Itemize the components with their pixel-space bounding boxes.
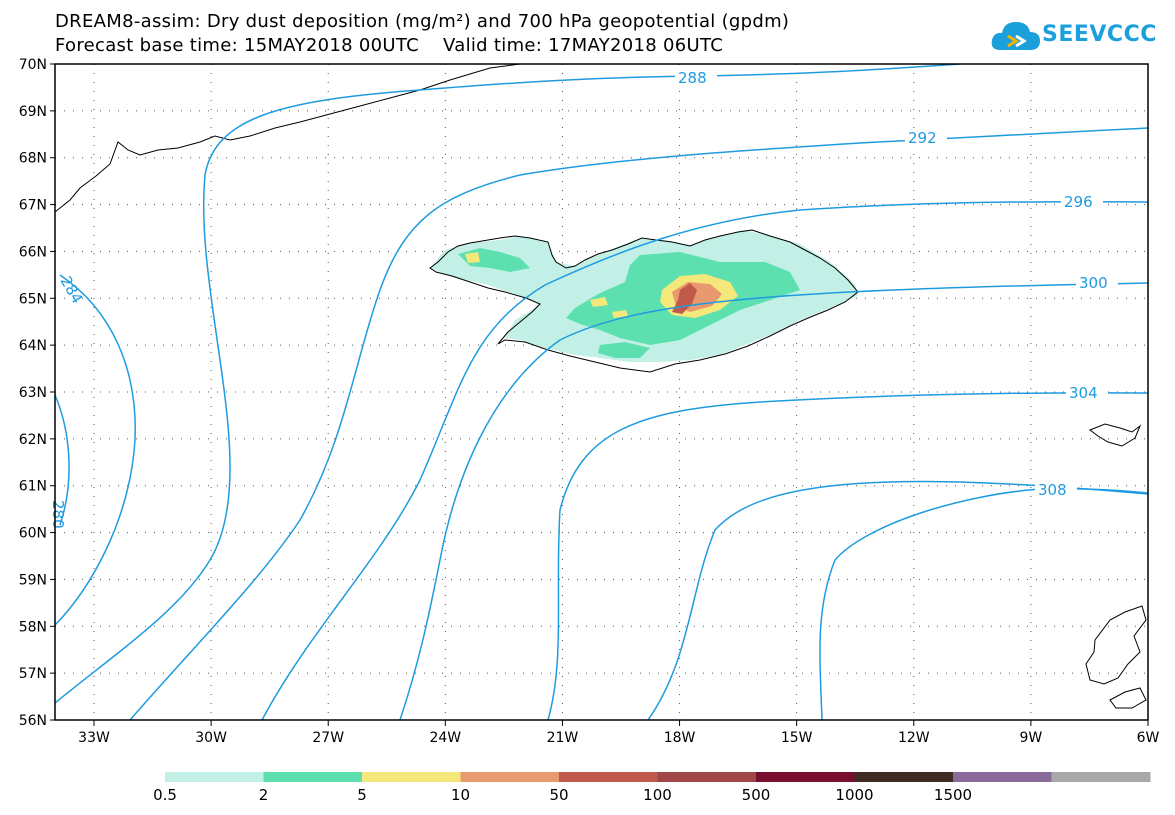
contour-label-308: 308	[1038, 481, 1067, 499]
lat-label: 66N	[19, 244, 47, 260]
lat-label: 67N	[19, 198, 47, 214]
lon-label: 18W	[664, 730, 696, 746]
forecast-times: Forecast base time: 15MAY2018 00UTC Vali…	[55, 35, 724, 56]
lat-label: 56N	[19, 713, 47, 729]
colorbar-label: 1000	[835, 786, 873, 804]
lat-label: 68N	[19, 151, 47, 167]
lat-label: 57N	[19, 666, 47, 682]
lat-label: 63N	[19, 385, 47, 401]
lat-label: 70N	[19, 57, 47, 73]
contour-label-280: 280	[49, 500, 67, 529]
contour-label-300: 300	[1079, 274, 1108, 292]
geopotential-contours	[55, 64, 1148, 720]
lon-label: 30W	[195, 730, 227, 746]
colorbar-swatch	[756, 772, 855, 782]
contour-label-288: 288	[678, 69, 707, 87]
longitude-labels: 33W 30W 27W 24W 21W 18W 15W 12W 9W 6W	[78, 730, 1159, 746]
contour-label-292: 292	[908, 129, 937, 147]
lat-label: 69N	[19, 104, 47, 120]
colorbar-swatch	[460, 772, 560, 782]
colorbar-label: 50	[549, 786, 568, 804]
colorbar-labels: 0.5 2 5 10 50 100 500 1000 1500	[153, 786, 972, 804]
lon-label: 12W	[898, 730, 930, 746]
lat-label: 65N	[19, 291, 47, 307]
logo-text: SEEVCCC	[1042, 22, 1157, 47]
lon-label: 21W	[547, 730, 579, 746]
colorbar-swatch	[559, 772, 658, 782]
colorbar-swatch	[1051, 772, 1151, 782]
colorbar-label: 0.5	[153, 786, 177, 804]
map-title: DREAM8-assim: Dry dust deposition (mg/m²…	[55, 11, 790, 32]
lat-label: 58N	[19, 619, 47, 635]
colorbar-label: 1500	[934, 786, 972, 804]
colorbar-swatch	[263, 772, 363, 782]
colorbar-label: 500	[742, 786, 771, 804]
colorbar	[165, 772, 1151, 782]
colorbar-swatch	[362, 772, 461, 782]
cloud-icon	[991, 22, 1040, 50]
lat-label: 59N	[19, 572, 47, 588]
contour-label-296: 296	[1064, 193, 1093, 211]
contour-label-304: 304	[1069, 384, 1098, 402]
lat-label: 61N	[19, 479, 47, 495]
colorbar-label: 10	[451, 786, 470, 804]
lat-label: 60N	[19, 526, 47, 542]
lon-label: 9W	[1020, 730, 1043, 746]
contour-label-284: 284	[57, 273, 87, 307]
colorbar-swatch	[953, 772, 1052, 782]
axis-ticks	[50, 63, 1149, 726]
colorbar-label: 100	[643, 786, 672, 804]
colorbar-swatch	[854, 772, 954, 782]
latitude-labels: 70N 69N 68N 67N 66N 65N 64N 63N 62N 61N 60N 59N 58N 5…	[19, 57, 47, 729]
colorbar-label: 2	[259, 786, 269, 804]
lon-label: 33W	[78, 730, 110, 746]
lon-label: 15W	[781, 730, 813, 746]
contour-labels: 288 292 296 300 304 308 284 280	[49, 68, 1118, 529]
lon-label: 6W	[1137, 730, 1160, 746]
seevccc-logo: SEEVCCC	[990, 16, 1156, 60]
lat-label: 64N	[19, 338, 47, 354]
lon-label: 27W	[312, 730, 344, 746]
colorbar-swatch	[657, 772, 757, 782]
colorbar-label: 5	[357, 786, 367, 804]
colorbar-swatch	[165, 772, 264, 782]
coastlines	[55, 64, 1147, 709]
lat-label: 62N	[19, 432, 47, 448]
lon-label: 24W	[429, 730, 461, 746]
